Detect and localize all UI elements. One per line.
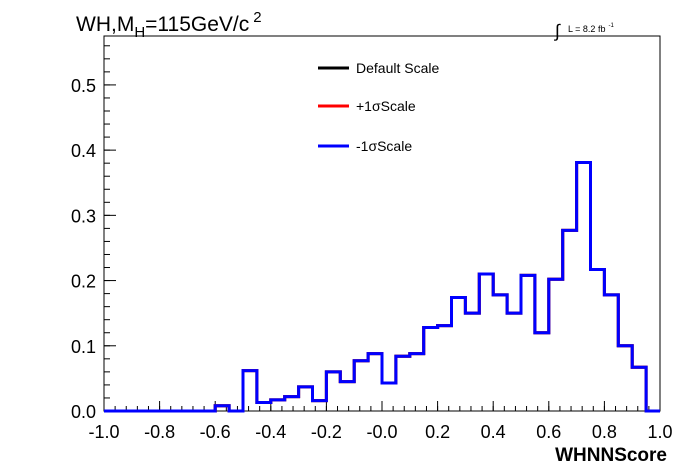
luminosity-label: L = 8.2 fb -1 <box>568 23 614 34</box>
y-tick-label: 0.3 <box>71 206 96 226</box>
legend-label-minus1sigma: -1σScale <box>356 138 412 154</box>
legend: Default Scale +1σScale -1σScale <box>318 60 439 154</box>
luminosity-text: L = 8.2 fb <box>568 24 605 34</box>
x-tick-labels: -1.0 -0.8 -0.6 -0.4 -0.2 -0.0 0.2 0.4 0.6 0.8 1.0 <box>88 422 672 442</box>
y-tick-label: 0.2 <box>71 272 96 292</box>
x-tick-label: 0.6 <box>536 422 561 442</box>
chart-title: WH,MH=115GeV/c 2 <box>76 9 262 41</box>
x-tick-label: -0.6 <box>200 422 231 442</box>
title-main: WH,M <box>76 13 134 36</box>
y-tick-label: 0.0 <box>71 402 96 422</box>
x-tick-label: 0.2 <box>425 422 450 442</box>
luminosity-integral: ∫ <box>553 21 561 41</box>
x-tick-label: 0.4 <box>481 422 506 442</box>
y-tick-labels: 0.0 0.1 0.2 0.3 0.4 0.5 <box>71 76 96 422</box>
legend-label-default: Default Scale <box>356 60 439 76</box>
x-tick-label: -1.0 <box>88 422 119 442</box>
x-tick-label: 1.0 <box>647 422 672 442</box>
legend-label-plus1sigma: +1σScale <box>356 98 416 114</box>
series-layer <box>104 161 660 413</box>
title-rest: =115GeV/c <box>145 13 249 36</box>
y-tick-label: 0.4 <box>71 141 96 161</box>
y-tick-label: 0.5 <box>71 76 96 96</box>
y-tick-label: 0.1 <box>71 337 96 357</box>
x-tick-label: -0.2 <box>311 422 342 442</box>
title-subscript: H <box>134 24 145 41</box>
x-tick-label: -0.0 <box>366 422 397 442</box>
title-superscript: 2 <box>253 9 261 26</box>
x-tick-label: -0.8 <box>144 422 175 442</box>
x-tick-label: 0.8 <box>592 422 617 442</box>
x-axis-title: WHNNScore <box>555 445 667 466</box>
series-minus1sigma-scale <box>104 161 660 413</box>
x-tick-label: -0.4 <box>255 422 286 442</box>
luminosity-exp: -1 <box>608 23 614 29</box>
